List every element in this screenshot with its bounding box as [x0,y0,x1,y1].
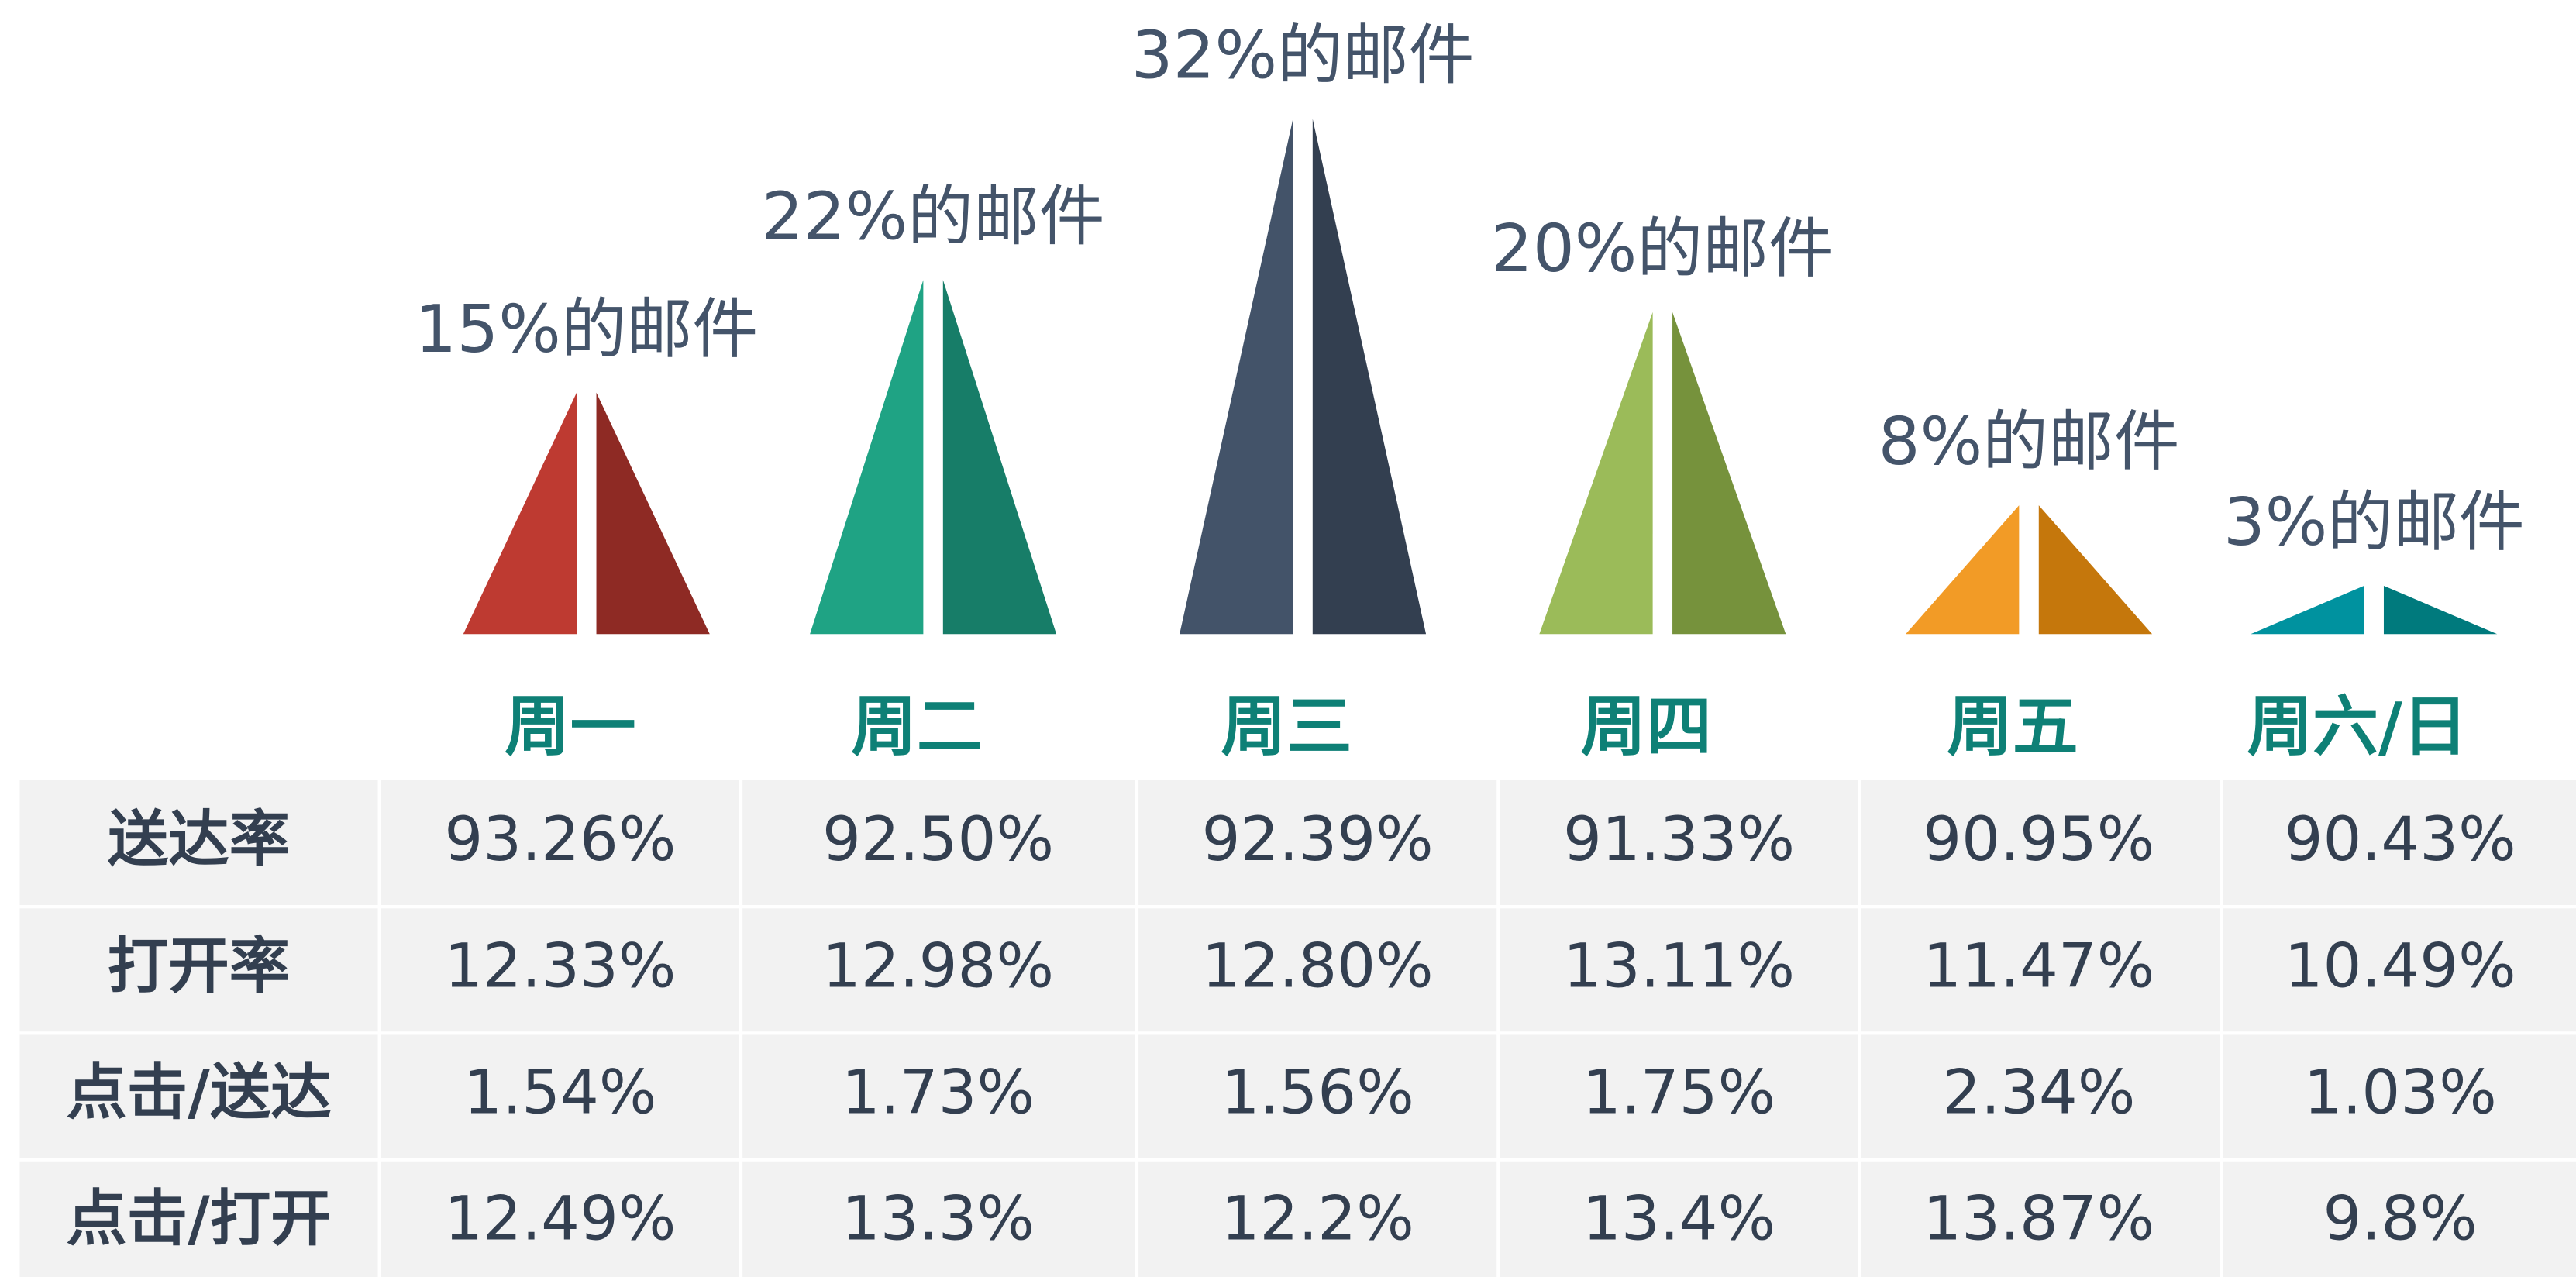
table-cell: 1.56% [1221,1058,1414,1128]
table-cell: 90.43% [2285,804,2516,875]
pyramid-right [942,280,1057,635]
pyramid-left [1180,119,1293,635]
pyramid-right [2383,585,2498,635]
table-cell: 1.75% [1582,1058,1775,1128]
value-label: 32%的邮件 [1131,17,1475,94]
pyramid-right [2038,505,2153,635]
table-cell: 13.3% [842,1184,1035,1255]
table-cell: 13.4% [1582,1184,1775,1255]
value-label: 8%的邮件 [1879,403,2180,480]
pyramid-right [1672,312,1786,635]
table-background [19,780,2576,1277]
table-cell: 2.34% [1942,1058,2135,1128]
table-cell: 1.54% [463,1058,656,1128]
category-label: 周二 [851,688,983,765]
table-cell: 13.11% [1563,931,1795,1001]
pyramid-left [1906,505,2020,635]
table-cell: 10.49% [2285,931,2516,1001]
category-label: 周四 [1580,688,1712,765]
table-cell: 11.47% [1923,931,2154,1001]
category-label: 周五 [1947,688,2078,765]
row-header: 打开率 [108,931,290,1001]
pyramid-left [810,280,924,635]
table-cell: 93.26% [444,804,676,875]
table-cell: 92.39% [1202,804,1434,875]
table-cell: 92.50% [822,804,1054,875]
row-header: 点击/送达 [66,1058,331,1128]
table-cell: 91.33% [1563,804,1795,875]
table-cell: 90.95% [1923,804,2154,875]
table-cell: 12.98% [822,931,1054,1001]
category-label: 周三 [1221,688,1352,765]
value-label: 3%的邮件 [2223,484,2525,560]
table-cell: 1.73% [842,1058,1035,1128]
table-cell: 12.2% [1221,1184,1414,1255]
row-header: 送达率 [108,804,290,875]
value-label: 15%的邮件 [415,291,758,367]
category-label: 周一 [505,688,636,765]
pyramid-right [1312,119,1427,635]
table-cell: 12.80% [1202,931,1434,1001]
pyramid-left [2251,585,2364,635]
table-cell: 9.8% [2323,1184,2478,1255]
value-label: 22%的邮件 [762,177,1105,254]
pyramid-left [1539,312,1653,635]
table-cell: 13.87% [1923,1184,2154,1255]
pyramid-right [596,392,710,635]
value-label: 20%的邮件 [1491,210,1834,287]
category-label: 周六/日 [2247,688,2468,765]
table-cell: 12.33% [444,931,676,1001]
row-header: 点击/打开 [66,1184,331,1255]
pyramid-left [463,392,577,635]
table-cell: 12.49% [444,1184,676,1255]
table-cell: 1.03% [2304,1058,2497,1128]
